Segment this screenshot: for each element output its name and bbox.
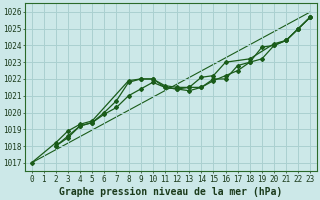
X-axis label: Graphe pression niveau de la mer (hPa): Graphe pression niveau de la mer (hPa) — [60, 186, 283, 197]
